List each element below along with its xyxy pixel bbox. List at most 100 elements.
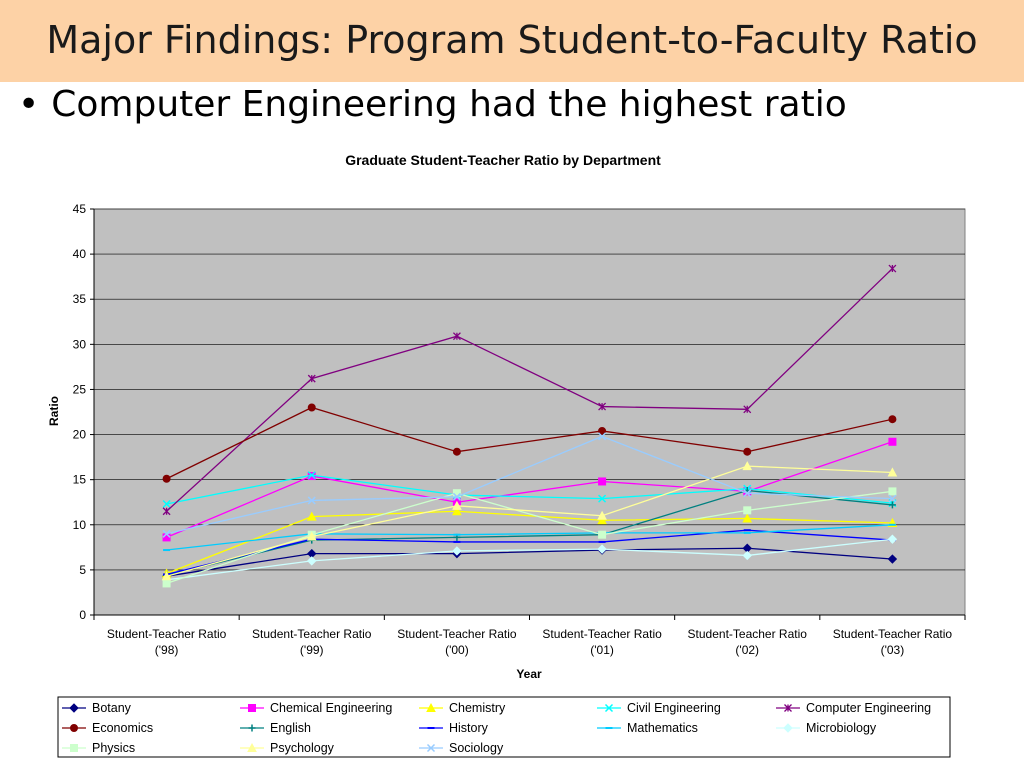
data-point-economics <box>743 447 752 456</box>
data-point-chemistry <box>742 513 753 523</box>
series-line-english <box>166 489 893 576</box>
series-line-psychology <box>166 465 893 577</box>
data-point-civil-engineering <box>162 499 171 509</box>
data-point-microbiology <box>307 556 317 566</box>
legend-label-economics: Economics <box>92 721 153 735</box>
data-point-economics <box>598 426 607 435</box>
data-point-english <box>888 501 896 509</box>
y-tick-label: 40 <box>73 247 87 261</box>
legend-box <box>57 696 951 758</box>
data-point-psychology <box>597 510 607 520</box>
data-point-physics <box>162 579 171 588</box>
series-line-microbiology <box>166 538 893 581</box>
y-tick-label: 0 <box>79 608 86 622</box>
x-tick-label: Student-Teacher Ratio <box>252 627 372 641</box>
x-tick-label: ('00) <box>445 643 469 657</box>
y-tick-label: 25 <box>73 382 87 396</box>
data-point-sociology <box>743 489 752 498</box>
x-tick-label: Student-Teacher Ratio <box>688 627 808 641</box>
title-bar <box>0 0 1024 82</box>
legend-label-chemical-engineering: Chemical Engineering <box>270 701 392 715</box>
legend-marker-botany <box>69 703 79 713</box>
legend-marker-english <box>248 724 256 732</box>
data-point-computer-engineering <box>452 332 461 341</box>
legend-marker-sociology <box>426 743 436 753</box>
x-tick-label: ('02) <box>735 643 759 657</box>
data-point-economics <box>307 403 316 412</box>
data-point-chemical-engineering <box>598 477 607 486</box>
legend-marker-physics <box>70 744 78 752</box>
legend-marker-chemical-engineering <box>248 704 256 712</box>
x-tick-label: Student-Teacher Ratio <box>397 627 517 641</box>
data-point-psychology <box>306 531 317 541</box>
data-point-microbiology <box>742 550 752 561</box>
data-point-sociology <box>888 494 897 503</box>
legend-marker-computer-engineering <box>784 704 792 712</box>
series-line-chemical-engineering <box>166 441 893 539</box>
slide-title: Major Findings: Program Student-to-Facul… <box>46 18 978 62</box>
legend-label-computer-engineering: Computer Engineering <box>806 701 931 715</box>
legend-marker-psychology <box>247 742 257 752</box>
data-point-chemistry <box>306 511 317 521</box>
bullet-text: Computer Engineering had the highest rat… <box>51 84 847 125</box>
series-line-civil-engineering <box>166 474 893 505</box>
data-point-psychology <box>887 467 898 477</box>
data-point-chemical-engineering <box>888 437 897 446</box>
x-tick-label: Student-Teacher Ratio <box>107 627 227 641</box>
legend-label-civil-engineering: Civil Engineering <box>627 701 721 715</box>
series-line-chemistry <box>166 510 893 575</box>
legend-label-psychology: Psychology <box>270 741 335 755</box>
data-point-sociology <box>307 496 316 505</box>
data-point-chemical-engineering <box>162 533 171 542</box>
series-line-sociology <box>166 435 893 535</box>
series-line-computer-engineering <box>166 268 893 512</box>
bullet-dot: • <box>18 84 40 125</box>
data-point-computer-engineering <box>743 405 752 414</box>
x-tick-label: ('01) <box>590 643 614 657</box>
data-point-civil-engineering <box>307 471 316 480</box>
y-tick-label: 35 <box>73 292 87 306</box>
data-point-economics <box>162 474 171 483</box>
legend-label-sociology: Sociology <box>449 741 504 755</box>
series-line-economics <box>166 406 893 480</box>
x-tick-label: ('98) <box>155 643 179 657</box>
data-point-civil-engineering <box>598 494 607 503</box>
data-point-sociology <box>162 529 171 538</box>
legend-label-chemistry: Chemistry <box>449 701 506 715</box>
legend-marker-economics <box>70 724 78 732</box>
series-line-botany <box>166 547 893 577</box>
legend-marker-microbiology <box>783 723 793 733</box>
x-tick-label: ('03) <box>881 643 905 657</box>
legend-label-physics: Physics <box>92 741 135 755</box>
data-point-physics <box>888 487 897 496</box>
legend-marker-chemistry <box>426 702 436 712</box>
legend-label-mathematics: Mathematics <box>627 721 698 735</box>
data-point-microbiology <box>597 544 607 554</box>
data-point-microbiology <box>452 546 462 556</box>
legend-label-microbiology: Microbiology <box>806 721 877 735</box>
data-point-sociology <box>452 492 461 501</box>
data-point-psychology <box>161 571 172 581</box>
data-point-chemistry <box>452 506 462 516</box>
legend-marker-civil-engineering <box>604 703 614 713</box>
data-point-computer-engineering <box>888 264 897 273</box>
chart-title: Graduate Student-Teacher Ratio by Depart… <box>345 152 661 168</box>
x-axis-label: Year <box>516 667 542 681</box>
series-line-mathematics <box>166 524 893 551</box>
y-tick-label: 10 <box>73 518 87 532</box>
y-axis-label: Ratio <box>47 396 61 426</box>
data-point-psychology <box>742 461 753 471</box>
data-point-economics <box>452 447 461 456</box>
data-point-computer-engineering <box>598 402 607 411</box>
data-point-microbiology <box>887 534 898 544</box>
data-point-physics <box>598 530 607 539</box>
data-point-botany <box>887 554 898 564</box>
y-tick-label: 15 <box>73 473 87 487</box>
y-tick-label: 20 <box>73 428 87 442</box>
data-point-economics <box>888 415 897 424</box>
bullet-point: • Computer Engineering had the highest ra… <box>18 84 847 125</box>
x-tick-label: ('99) <box>300 643 324 657</box>
data-point-psychology <box>452 500 462 510</box>
data-point-computer-engineering <box>307 374 316 383</box>
